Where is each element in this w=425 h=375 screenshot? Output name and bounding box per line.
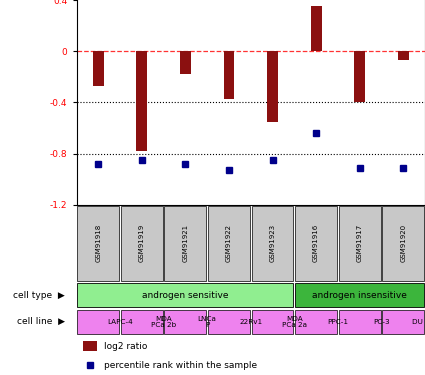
Text: GSM91921: GSM91921	[182, 224, 188, 262]
Bar	[93, 51, 104, 86]
Bar	[77, 206, 119, 281]
Text: LNCa
P: LNCa P	[198, 316, 217, 328]
Text: GSM91922: GSM91922	[226, 224, 232, 262]
Bar	[354, 51, 365, 102]
Text: log2 ratio: log2 ratio	[105, 342, 148, 351]
Bar	[295, 283, 424, 307]
Bar	[339, 310, 380, 334]
Bar	[295, 310, 337, 334]
Bar	[77, 310, 119, 334]
Text: androgen sensitive: androgen sensitive	[142, 291, 229, 300]
Text: PPC-1: PPC-1	[327, 319, 348, 325]
Text: GSM91919: GSM91919	[139, 224, 145, 262]
Bar	[121, 206, 163, 281]
Bar	[208, 310, 250, 334]
Bar	[295, 206, 337, 281]
Text: GSM91918: GSM91918	[95, 224, 101, 262]
Text: GSM91920: GSM91920	[400, 224, 406, 262]
Bar	[382, 206, 424, 281]
Bar	[136, 51, 147, 151]
Bar	[164, 310, 206, 334]
Text: MDA
PCa 2b: MDA PCa 2b	[151, 316, 176, 328]
Bar	[252, 206, 293, 281]
Bar	[164, 206, 206, 281]
Text: cell line  ▶: cell line ▶	[17, 317, 65, 326]
Bar	[77, 283, 293, 307]
Text: LAPC-4: LAPC-4	[107, 319, 133, 325]
Bar	[382, 310, 424, 334]
Text: PC-3: PC-3	[373, 319, 390, 325]
Bar	[180, 51, 191, 74]
Bar	[339, 206, 380, 281]
Bar	[83, 341, 97, 351]
Text: DU 145: DU 145	[411, 319, 425, 325]
Text: GSM91923: GSM91923	[269, 224, 275, 262]
Text: MDA
PCa 2a: MDA PCa 2a	[282, 316, 307, 328]
Bar	[208, 206, 250, 281]
Text: GSM91917: GSM91917	[357, 224, 363, 262]
Bar	[398, 51, 409, 60]
Text: percentile rank within the sample: percentile rank within the sample	[105, 361, 258, 370]
Bar	[311, 6, 322, 51]
Bar	[224, 51, 235, 99]
Bar	[267, 51, 278, 122]
Text: GSM91916: GSM91916	[313, 224, 319, 262]
Text: androgen insensitive: androgen insensitive	[312, 291, 407, 300]
Text: cell type  ▶: cell type ▶	[13, 291, 65, 300]
Text: 22Rv1: 22Rv1	[239, 319, 262, 325]
Bar	[121, 310, 163, 334]
Bar	[252, 310, 293, 334]
